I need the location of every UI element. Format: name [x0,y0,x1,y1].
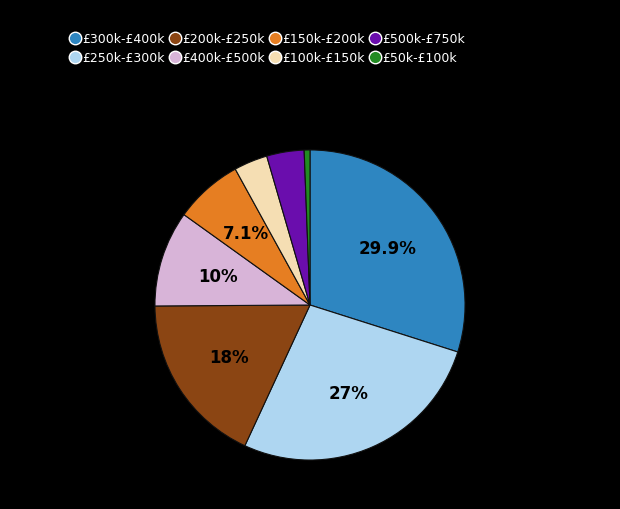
Wedge shape [155,305,310,446]
Wedge shape [184,170,310,305]
Wedge shape [310,151,465,352]
Wedge shape [245,305,458,460]
Text: 29.9%: 29.9% [358,240,417,258]
Wedge shape [304,151,310,305]
Text: 7.1%: 7.1% [223,224,269,243]
Text: 18%: 18% [210,348,249,366]
Wedge shape [155,215,310,306]
Wedge shape [267,151,310,305]
Text: 27%: 27% [329,384,369,402]
Text: 10%: 10% [198,267,238,286]
Legend: £300k-£400k, £250k-£300k, £200k-£250k, £400k-£500k, £150k-£200k, £100k-£150k, £5: £300k-£400k, £250k-£300k, £200k-£250k, £… [72,33,465,65]
Wedge shape [236,157,310,305]
